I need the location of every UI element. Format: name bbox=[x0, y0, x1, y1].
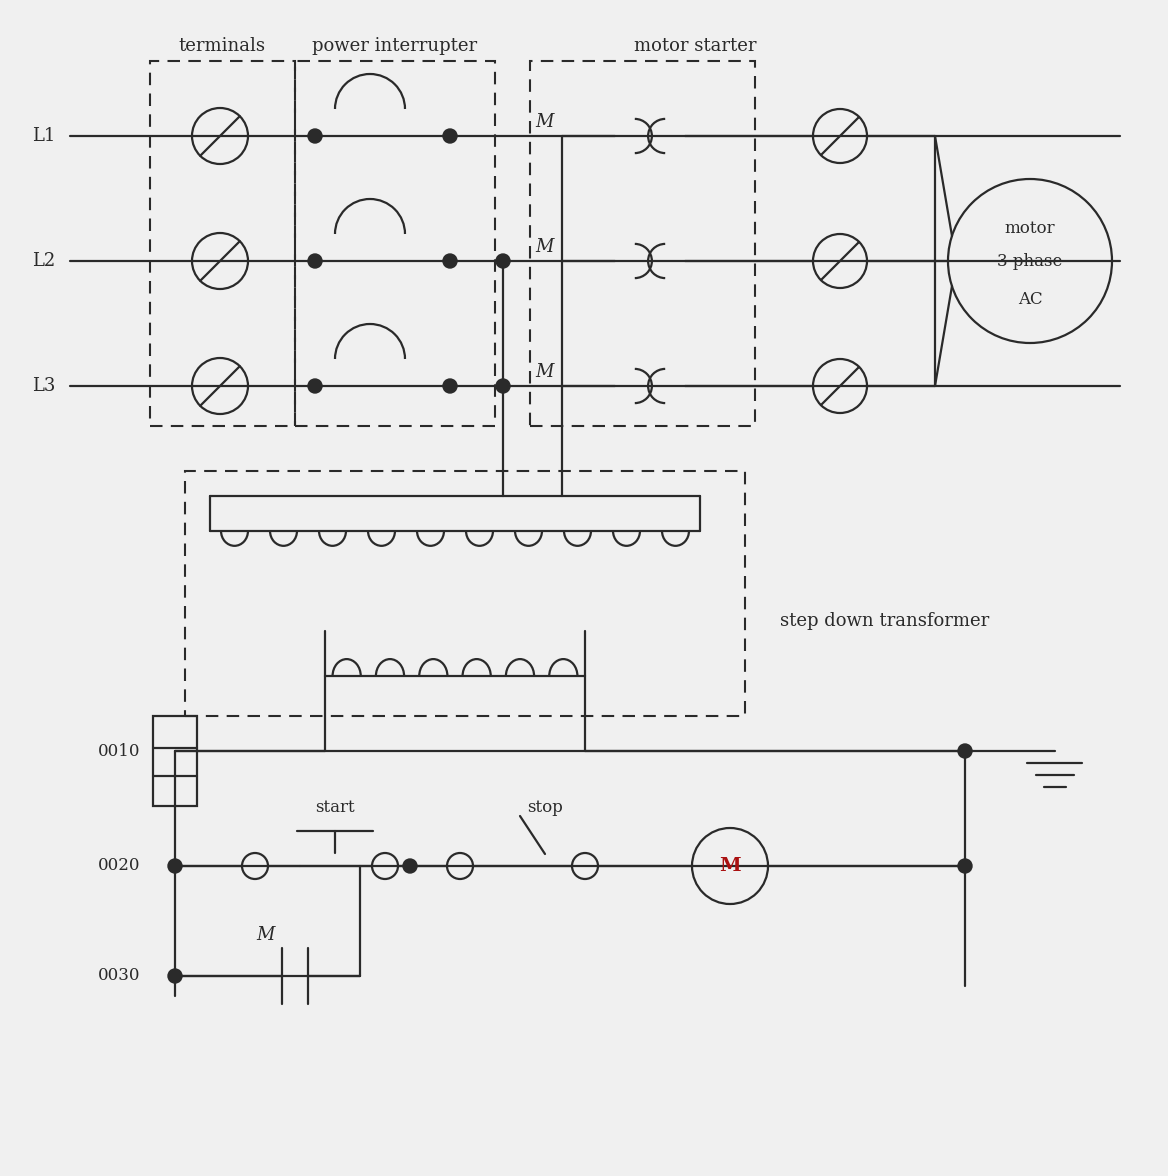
Text: 0010: 0010 bbox=[97, 742, 140, 760]
Text: L3: L3 bbox=[32, 377, 55, 395]
Circle shape bbox=[308, 379, 322, 393]
Circle shape bbox=[168, 858, 182, 873]
Text: M: M bbox=[256, 926, 274, 944]
Bar bbox=[185, 472, 745, 716]
Text: 0030: 0030 bbox=[97, 968, 140, 984]
Circle shape bbox=[443, 129, 457, 143]
Text: M: M bbox=[536, 113, 554, 131]
Text: 0020: 0020 bbox=[97, 857, 140, 875]
Bar bbox=[150, 61, 296, 426]
Circle shape bbox=[496, 254, 510, 268]
Circle shape bbox=[308, 129, 322, 143]
Circle shape bbox=[958, 744, 972, 759]
Text: M: M bbox=[719, 857, 741, 875]
Text: terminals: terminals bbox=[179, 36, 265, 55]
Circle shape bbox=[403, 858, 417, 873]
Bar bbox=[530, 61, 755, 426]
Text: start: start bbox=[315, 799, 355, 816]
Circle shape bbox=[443, 379, 457, 393]
Text: power interrupter: power interrupter bbox=[312, 36, 478, 55]
Text: M: M bbox=[536, 363, 554, 381]
Text: motor starter: motor starter bbox=[634, 36, 756, 55]
Text: L2: L2 bbox=[32, 252, 55, 270]
Text: step down transformer: step down transformer bbox=[780, 612, 989, 630]
Text: M: M bbox=[536, 238, 554, 256]
Circle shape bbox=[443, 254, 457, 268]
Text: 3 phase: 3 phase bbox=[997, 253, 1063, 269]
Text: stop: stop bbox=[527, 799, 563, 816]
Text: L1: L1 bbox=[32, 127, 55, 145]
Text: AC: AC bbox=[1017, 290, 1042, 307]
Bar bbox=[296, 61, 495, 426]
Circle shape bbox=[308, 254, 322, 268]
Circle shape bbox=[496, 379, 510, 393]
Text: motor: motor bbox=[1004, 220, 1056, 236]
Circle shape bbox=[168, 969, 182, 983]
Bar bbox=[153, 716, 197, 806]
Circle shape bbox=[958, 858, 972, 873]
